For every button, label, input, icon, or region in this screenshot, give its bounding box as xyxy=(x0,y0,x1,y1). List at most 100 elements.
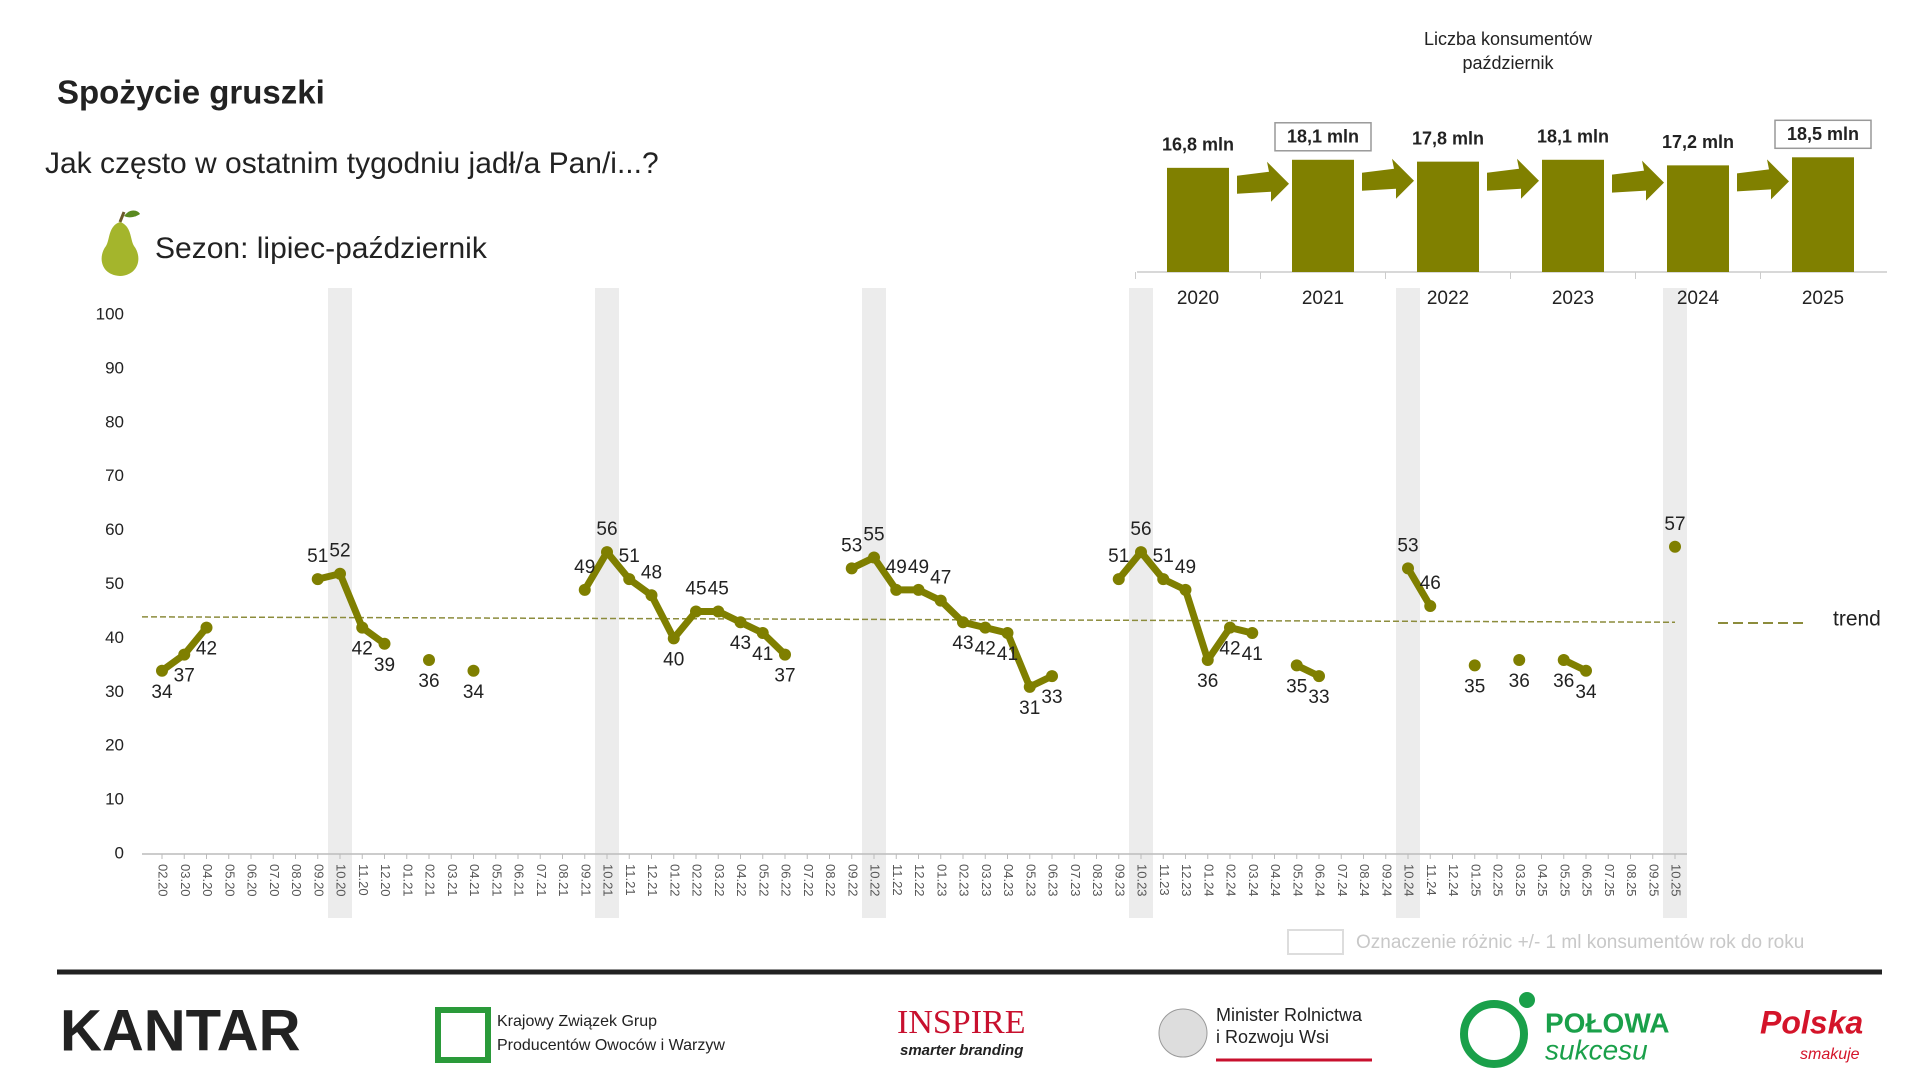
data-point xyxy=(311,573,324,586)
data-label: 53 xyxy=(1397,535,1418,556)
x-tick-label: 09.24 xyxy=(1379,864,1394,897)
data-point xyxy=(334,567,346,580)
data-point xyxy=(1313,670,1325,683)
data-label: 36 xyxy=(1553,671,1574,692)
x-tick-label: 04.23 xyxy=(1001,864,1016,897)
y-tick-label: 70 xyxy=(105,466,124,485)
data-point xyxy=(845,562,858,575)
inset-arrow xyxy=(1487,158,1539,199)
x-tick-label: 12.24 xyxy=(1446,864,1461,897)
logo-kzgp-2: Producentów Owoców i Warzyw xyxy=(497,1037,725,1054)
x-tick-label: 05.21 xyxy=(489,864,504,897)
y-tick-label: 60 xyxy=(105,520,124,539)
inset-x-label: 2023 xyxy=(1552,288,1594,309)
logo-smakuje: smakuje xyxy=(1800,1046,1860,1063)
y-tick-label: 90 xyxy=(105,358,124,377)
x-tick-label: 09.22 xyxy=(845,864,860,897)
data-point xyxy=(957,616,969,629)
logo-sukcesu: sukcesu xyxy=(1545,1034,1648,1065)
trend-line xyxy=(141,616,1676,623)
logo-polowa: POŁOWA xyxy=(1545,1007,1669,1038)
data-point xyxy=(601,546,613,559)
data-point xyxy=(1112,573,1125,586)
x-tick-label: 07.25 xyxy=(1602,864,1617,897)
x-tick-label: 06.22 xyxy=(779,864,794,897)
x-tick-label: 07.24 xyxy=(1335,864,1350,897)
data-label: 40 xyxy=(663,649,684,670)
y-tick-label: 0 xyxy=(115,843,124,862)
data-label: 56 xyxy=(1130,519,1151,540)
x-tick-label: 08.20 xyxy=(289,864,304,897)
x-tick-label: 01.22 xyxy=(667,864,682,897)
x-tick-label: 12.23 xyxy=(1179,864,1194,897)
season: Sezon: lipiec-październik xyxy=(155,232,488,265)
highlight-band xyxy=(862,288,886,918)
data-point xyxy=(1224,621,1236,634)
subtitle: Jak często w ostatnim tygodniu jadł/a Pa… xyxy=(45,147,659,180)
data-label: 48 xyxy=(641,562,662,583)
x-tick-label: 12.21 xyxy=(645,864,660,897)
x-tick-label: 03.21 xyxy=(445,864,460,897)
footer: KANTAR Krajowy Związek Grup Producentów … xyxy=(60,992,1863,1068)
data-label: 51 xyxy=(619,546,640,567)
x-tick-label: 10.22 xyxy=(868,864,883,897)
highlight-band xyxy=(328,288,352,918)
data-label: 39 xyxy=(374,655,395,676)
x-tick-label: 11.20 xyxy=(356,864,371,896)
data-point xyxy=(712,605,725,618)
x-tick-label: 06.24 xyxy=(1313,864,1328,897)
data-label: 36 xyxy=(418,671,439,692)
data-point xyxy=(1557,653,1570,666)
data-label: 51 xyxy=(1153,546,1174,567)
x-tick-label: 09.23 xyxy=(1112,864,1127,897)
inset-value-label: 17,8 mln xyxy=(1412,128,1484,148)
x-tick-label: 03.20 xyxy=(178,864,193,897)
x-tick-label: 05.20 xyxy=(222,864,237,897)
inset-value-label: 18,1 mln xyxy=(1537,127,1609,147)
x-tick-label: 05.23 xyxy=(1023,864,1038,897)
data-label: 45 xyxy=(685,578,706,599)
inset-bar xyxy=(1667,165,1729,272)
data-label: 53 xyxy=(841,535,862,556)
inset-bar xyxy=(1792,157,1854,272)
x-tick-label: 04.20 xyxy=(200,864,215,897)
inset-bar xyxy=(1292,159,1354,272)
data-label: 49 xyxy=(908,557,929,578)
data-label: 46 xyxy=(1420,573,1441,594)
data-label: 35 xyxy=(1464,676,1485,697)
x-tick-label: 11.22 xyxy=(890,864,905,896)
data-label: 42 xyxy=(196,639,217,660)
inset-subtitle: październik xyxy=(1462,53,1554,73)
data-point xyxy=(979,621,992,634)
data-label: 49 xyxy=(1175,557,1196,578)
data-label: 51 xyxy=(1108,546,1129,567)
x-tick-label: 07.20 xyxy=(267,864,282,897)
data-label: 49 xyxy=(886,557,907,578)
x-tick-label: 01.25 xyxy=(1468,864,1483,897)
x-tick-label: 06.21 xyxy=(512,864,527,897)
x-tick-label: 11.21 xyxy=(623,864,638,896)
inset-x-label: 2025 xyxy=(1802,288,1844,309)
data-point xyxy=(756,627,769,640)
x-tick-label: 09.21 xyxy=(578,864,593,897)
y-tick-label: 50 xyxy=(105,574,124,593)
inset-x-label: 2022 xyxy=(1427,288,1469,309)
data-label: 31 xyxy=(1019,698,1040,719)
x-tick-label: 09.25 xyxy=(1646,864,1661,897)
inset-bar xyxy=(1542,159,1604,272)
data-label: 34 xyxy=(463,682,485,703)
data-point xyxy=(1513,653,1526,666)
inset-title: Liczba konsumentów xyxy=(1424,29,1593,49)
x-tick-label: 11.24 xyxy=(1424,864,1439,896)
data-label: 49 xyxy=(574,557,595,578)
y-tick-label: 40 xyxy=(105,628,124,647)
note-label: Oznaczenie różnic +/- 1 ml konsumentów r… xyxy=(1356,932,1804,953)
data-point xyxy=(378,637,391,650)
inset-arrow xyxy=(1737,159,1789,200)
data-point xyxy=(1179,583,1192,596)
data-label: 33 xyxy=(1041,687,1062,708)
logo-minister-2: i Rozwoju Wsi xyxy=(1216,1027,1329,1047)
data-label: 42 xyxy=(975,639,996,660)
x-tick-label: 02.21 xyxy=(423,864,438,897)
x-tick-label: 05.25 xyxy=(1557,864,1572,897)
